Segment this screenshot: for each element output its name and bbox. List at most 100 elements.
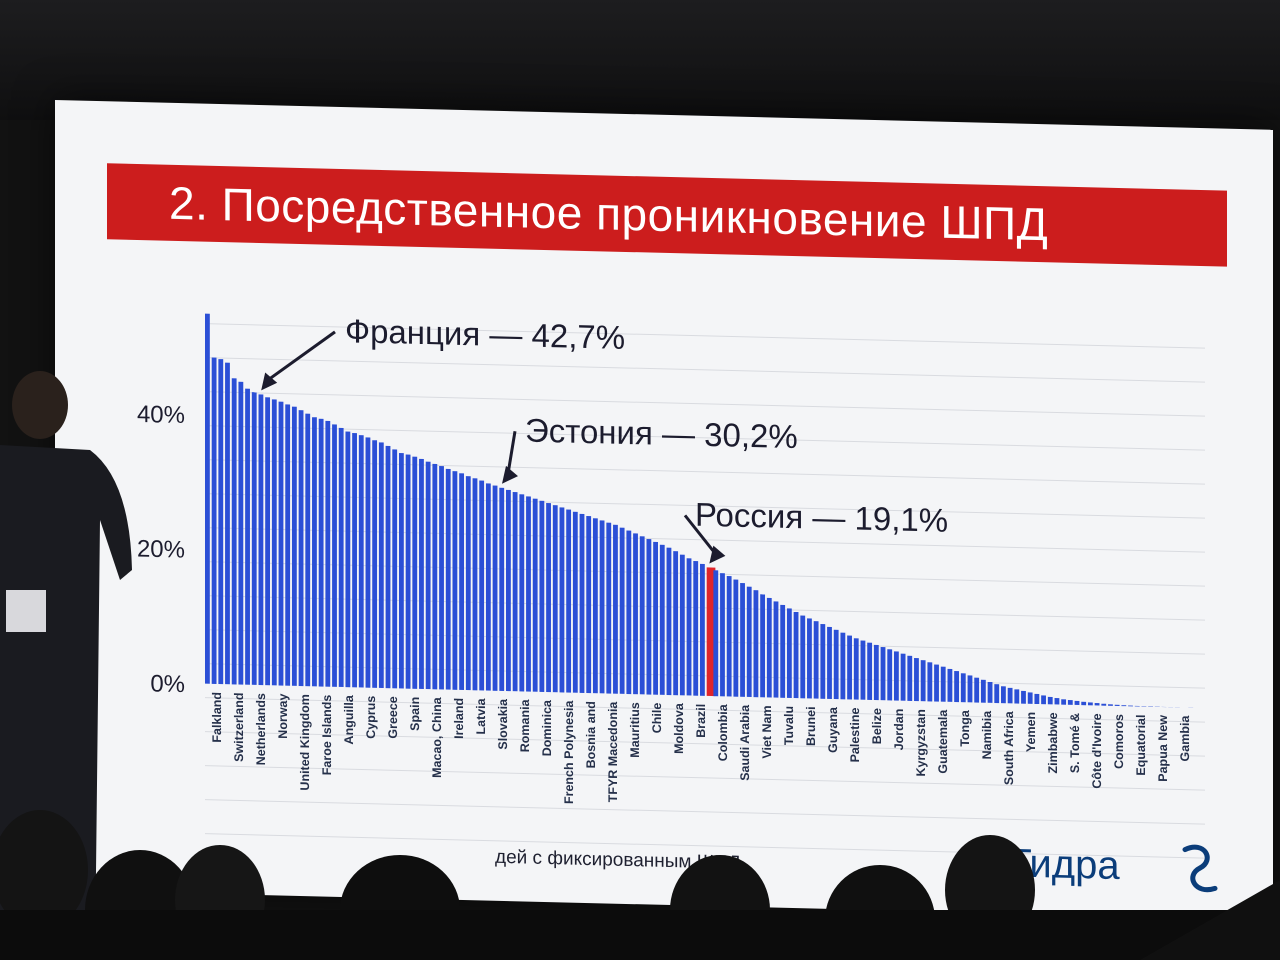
bar	[740, 583, 745, 697]
bar	[853, 638, 859, 700]
grid-line	[205, 731, 1205, 757]
bar	[833, 629, 839, 700]
bar	[225, 362, 230, 685]
bar	[312, 417, 317, 687]
y-tick-label: 0%	[150, 670, 185, 698]
x-tick-label: Bosnia and	[584, 701, 598, 769]
bar	[1121, 705, 1127, 707]
bar	[954, 671, 960, 703]
bar	[619, 527, 625, 694]
bar	[1041, 695, 1046, 705]
bar	[1027, 692, 1033, 704]
bar	[679, 554, 685, 696]
bar	[1047, 696, 1053, 705]
y-tick-label: 20%	[137, 535, 185, 563]
bar	[332, 424, 337, 687]
bar	[880, 647, 886, 701]
bar	[827, 626, 832, 699]
bar	[479, 480, 485, 691]
bar	[760, 594, 766, 698]
x-tick-label: Mauritius	[628, 702, 642, 758]
bar	[867, 642, 873, 700]
grid-line	[205, 459, 1205, 485]
bar	[940, 666, 946, 702]
bar	[820, 624, 826, 699]
y-tick-label: 40%	[137, 401, 185, 429]
projection-screen: 2. Посредственное проникновение ШПД 0% 20…	[55, 100, 1273, 920]
bar	[485, 483, 491, 691]
x-tick-label: Latvia	[474, 697, 488, 735]
grid-line	[205, 425, 1205, 451]
x-tick-label: Falkland	[210, 692, 224, 743]
x-tick-label: South Africa	[1002, 710, 1016, 785]
bar	[218, 359, 224, 685]
bar	[358, 435, 364, 688]
bar	[238, 381, 244, 685]
bar	[746, 586, 752, 698]
x-tick-label: Equatorial	[1134, 714, 1148, 775]
grid-line	[205, 561, 1205, 587]
x-tick-label: Spain	[408, 697, 422, 731]
grid-line	[205, 595, 1205, 621]
bar	[392, 449, 398, 689]
bar	[773, 601, 779, 698]
bar	[613, 524, 618, 694]
bar	[586, 516, 592, 694]
bar	[1108, 704, 1113, 706]
x-tick-label: Palestine	[848, 707, 862, 762]
bar	[526, 496, 531, 692]
annotation-label: Эстония — 30,2%	[525, 411, 798, 455]
x-tick-label: Greece	[386, 696, 400, 739]
x-tick-label: Moldova	[672, 702, 686, 754]
x-tick-label: Zimbabwe	[1046, 712, 1060, 774]
x-tick-label: Yemen	[1024, 712, 1038, 753]
bar	[780, 604, 786, 698]
bar	[1061, 699, 1067, 705]
bar	[352, 432, 357, 688]
bar	[626, 530, 632, 695]
x-tick-label: French Polynesia	[562, 699, 576, 804]
room-background	[0, 0, 1280, 120]
x-tick-label: Guyana	[826, 706, 840, 753]
bar	[205, 313, 210, 684]
bar	[927, 662, 933, 702]
annotation-arrowhead	[261, 372, 278, 391]
bar	[572, 511, 578, 693]
grid-line	[205, 323, 1205, 349]
bar	[606, 522, 612, 694]
bar	[994, 684, 1000, 704]
bar-highlight	[706, 567, 716, 697]
x-tick-label: Chile	[650, 702, 664, 733]
x-tick-label: Belize	[870, 708, 884, 745]
bar	[974, 677, 980, 703]
grid-line	[205, 799, 1205, 825]
bar	[1094, 703, 1100, 706]
bar	[251, 392, 257, 685]
bar	[231, 378, 237, 685]
bar	[532, 498, 538, 692]
grid-line	[205, 357, 1205, 383]
bar	[633, 533, 638, 695]
hydra-logo-icon	[1182, 844, 1218, 893]
bar	[318, 418, 324, 687]
bar	[987, 681, 993, 703]
bar	[786, 608, 792, 699]
annotation-arrow	[506, 430, 517, 475]
bar	[559, 507, 565, 693]
grid-line	[205, 629, 1205, 655]
x-tick-label: Slovakia	[496, 698, 510, 750]
bar	[907, 655, 913, 701]
grid-line	[205, 765, 1205, 791]
bar	[873, 644, 879, 701]
bar	[506, 489, 511, 692]
bar	[258, 394, 264, 686]
bar	[1074, 700, 1080, 706]
bar	[398, 452, 404, 689]
bar	[900, 653, 906, 701]
bar	[445, 468, 451, 690]
bar	[893, 651, 899, 701]
bar	[512, 492, 518, 692]
bar	[713, 570, 719, 697]
bar	[813, 621, 819, 699]
grid-line	[205, 493, 1205, 519]
